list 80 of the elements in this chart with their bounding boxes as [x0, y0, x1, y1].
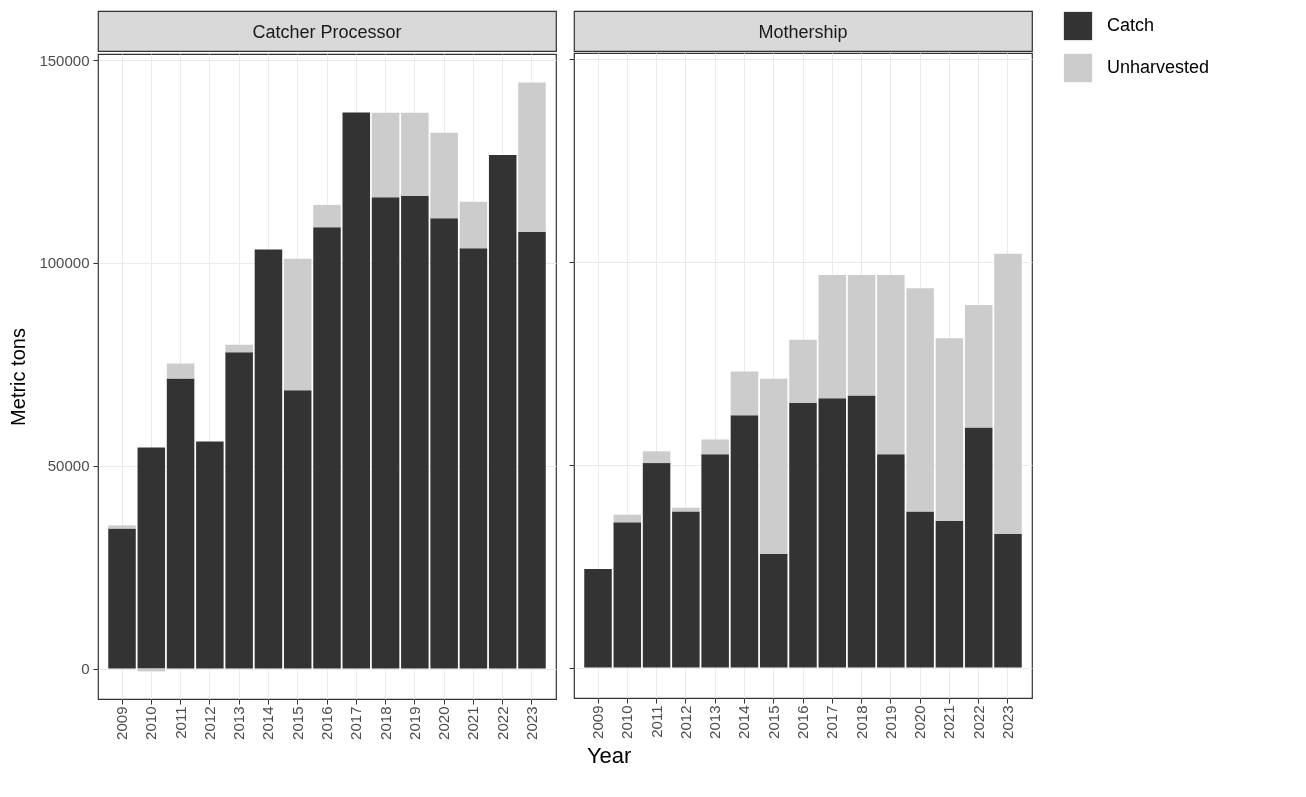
x-tick-label: 2015	[288, 706, 306, 740]
legend-label: Unharvested	[1107, 57, 1210, 77]
bar	[313, 204, 341, 228]
bar	[789, 402, 817, 668]
x-tick-label: 2016	[318, 706, 335, 740]
bar	[108, 525, 136, 529]
x-tick-label: 2019	[405, 706, 423, 740]
x-tick-label: 2020	[435, 706, 453, 740]
x-tick-label: 2018	[376, 706, 394, 740]
bar	[935, 338, 964, 521]
x-tick-label: 2014	[259, 706, 277, 740]
bar	[701, 439, 729, 455]
bar	[818, 398, 847, 668]
bar	[283, 258, 312, 391]
x-tick-label: 2009	[589, 705, 607, 739]
x-tick-label: 2019	[881, 705, 899, 739]
chart-title: Catcher Processor	[252, 22, 402, 42]
bar	[137, 447, 166, 669]
bar	[847, 274, 876, 396]
bar	[994, 534, 1022, 668]
bar	[342, 112, 371, 669]
bar	[584, 569, 612, 668]
x-tick-label: 2009	[113, 706, 131, 740]
bar	[613, 522, 642, 668]
bar	[371, 197, 400, 669]
bar	[935, 520, 964, 668]
bar	[730, 415, 759, 668]
x-tick-label: 2023	[998, 705, 1016, 739]
x-tick-label: 2014	[735, 705, 753, 739]
x-tick-label: 2016	[794, 705, 811, 739]
bar	[642, 451, 671, 464]
x-axis-title: Year	[586, 742, 632, 768]
legend-label: Catch	[1107, 15, 1155, 35]
bar	[459, 201, 488, 249]
bar	[759, 378, 788, 554]
bar	[313, 227, 341, 669]
bar	[459, 248, 488, 669]
bar	[225, 344, 253, 353]
bar	[759, 553, 788, 668]
bar	[518, 231, 546, 669]
x-tick-label: 2023	[522, 706, 540, 740]
y-tick-label: 150000	[39, 51, 90, 69]
x-tick-label: 2022	[969, 705, 987, 739]
bar	[518, 82, 546, 232]
chart-title: Mothership	[758, 22, 848, 42]
bar	[642, 463, 671, 668]
bar	[964, 304, 993, 428]
bar	[730, 371, 759, 416]
x-tick-label: 2012	[200, 706, 218, 740]
y-tick-label: 0	[81, 660, 90, 678]
x-tick-label: 2010	[618, 705, 636, 739]
x-tick-label: 2021	[464, 706, 482, 740]
y-axis-title: Metric tons	[7, 328, 30, 426]
bar	[847, 395, 876, 668]
x-tick-label: 2021	[940, 705, 958, 739]
x-tick-label: 2012	[676, 705, 694, 739]
x-tick-label: 2013	[230, 706, 248, 740]
bar	[789, 339, 817, 403]
y-tick-label: 100000	[39, 254, 90, 272]
x-tick-label: 2013	[706, 705, 724, 739]
x-tick-label: 2018	[852, 705, 870, 739]
x-tick-label: 2017	[823, 705, 841, 739]
x-tick-label: 2022	[493, 706, 511, 740]
bar	[371, 112, 400, 198]
bar	[166, 378, 195, 669]
bar	[964, 427, 993, 668]
x-tick-label: 2010	[142, 706, 160, 740]
bar	[818, 274, 847, 399]
x-tick-label: 2011	[647, 705, 665, 738]
bar	[994, 253, 1022, 535]
x-tick-label: 2015	[764, 705, 782, 739]
x-tick-label: 2017	[347, 706, 365, 740]
y-tick-label: 50000	[47, 457, 90, 475]
x-tick-label: 2011	[171, 706, 189, 739]
bar	[488, 155, 517, 669]
bar	[166, 363, 195, 379]
x-tick-label: 2020	[911, 705, 929, 739]
bar	[283, 390, 312, 669]
bar	[108, 528, 136, 669]
bar	[254, 249, 283, 669]
